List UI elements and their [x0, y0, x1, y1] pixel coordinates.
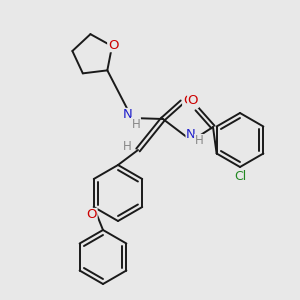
Text: N: N [186, 128, 196, 140]
Text: O: O [188, 94, 198, 107]
Text: O: O [183, 94, 193, 106]
Text: N: N [123, 109, 133, 122]
Text: H: H [195, 134, 203, 148]
Text: O: O [86, 208, 97, 221]
Text: Cl: Cl [234, 170, 246, 184]
Text: H: H [132, 118, 140, 130]
Text: O: O [108, 39, 118, 52]
Text: H: H [123, 140, 131, 152]
